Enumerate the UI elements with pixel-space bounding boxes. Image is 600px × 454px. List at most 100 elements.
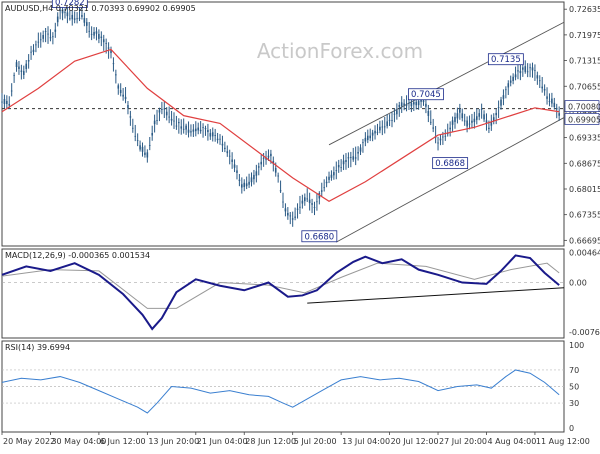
price-candle-body (233, 164, 236, 168)
price-candle-body (115, 74, 117, 76)
x-tick-9: 20 Jul 12:00 (391, 437, 439, 446)
price-candle-body (488, 127, 490, 130)
price-candle-body (49, 37, 52, 39)
price-candle-body (226, 151, 229, 154)
price-candle-body (236, 170, 238, 173)
price-candle-body (558, 113, 560, 116)
price-candle-body (502, 95, 505, 99)
macd-signal-line (1, 262, 560, 309)
price-candle-body (454, 116, 456, 122)
price-y-tick-9: 0.67355 (569, 211, 600, 220)
price-candle-body (119, 89, 122, 94)
price-candle-body (148, 145, 151, 146)
price-candle-body (522, 67, 524, 70)
price-candle-body (468, 123, 471, 125)
price-candle-body (207, 129, 209, 133)
price-annotation-4: 0.6868 (435, 159, 465, 169)
price-candle-body (100, 36, 103, 38)
price-candle-body (146, 152, 149, 158)
price-candle-body (350, 157, 352, 158)
rsi-y-tick-3: 50 (569, 383, 579, 392)
price-candle-body (284, 208, 287, 212)
price-candle-body (224, 147, 226, 149)
price-candle-body (61, 9, 64, 14)
price-candle-body (306, 198, 309, 200)
price-candle-body (398, 104, 401, 107)
price-annotation-3: 0.7045 (411, 90, 441, 100)
price-candle-body (95, 31, 98, 34)
price-candle-body (369, 135, 372, 139)
price-candle-body (429, 121, 432, 123)
price-candle-body (124, 96, 127, 100)
macd-y-tick-1: 0.004643 (569, 249, 600, 258)
x-tick-10: 27 Jul 20:00 (439, 437, 487, 446)
price-candle-body (175, 125, 178, 127)
x-tick-5: 21 Jun 04:00 (197, 437, 248, 446)
price-candle-body (110, 50, 112, 54)
price-candle-body (214, 135, 216, 136)
price-candle-body (492, 117, 495, 122)
price-candle-body (463, 120, 466, 122)
price-label-2: 0.69905 (568, 115, 600, 124)
price-candle-body (158, 110, 161, 113)
price-candle-body (168, 116, 170, 118)
price-candle-body (490, 121, 493, 126)
price-y-tick-5: 0.69995 (569, 108, 600, 117)
x-tick-8: 13 Jul 04:00 (342, 437, 390, 446)
price-y-tick-10: 0.66695 (569, 236, 600, 245)
price-candle-body (354, 157, 357, 159)
price-candle-body (260, 161, 262, 165)
price-candle-body (122, 94, 124, 97)
price-candle-body (170, 118, 173, 121)
price-candle-body (211, 132, 214, 137)
price-candle-body (25, 63, 28, 69)
price-candle-body (13, 75, 15, 76)
price-annotation-box-1 (51, 0, 88, 8)
price-candle-body (456, 113, 459, 119)
price-candle-body (333, 172, 335, 176)
price-candle-body (151, 132, 153, 136)
price-candle-body (538, 80, 541, 82)
price-candle-body (381, 126, 384, 128)
price-candle-body (509, 80, 512, 83)
price-candle-body (505, 89, 507, 91)
price-candle-body (42, 34, 44, 39)
price-candle-body (337, 164, 340, 168)
price-candle-body (391, 120, 393, 121)
price-candle-body (291, 218, 294, 220)
price-candle-body (340, 167, 342, 169)
price-candle-body (248, 181, 250, 185)
price-candle-body (180, 126, 183, 129)
price-candle-body (253, 174, 255, 180)
price-candle-body (519, 70, 522, 74)
price-candle-body (85, 22, 88, 26)
price-candle-body (497, 107, 500, 109)
price-candle-body (393, 113, 396, 115)
price-candle-body (553, 102, 556, 108)
price-candle-body (296, 208, 299, 210)
price-annotation-1: 0.7282 (55, 0, 85, 8)
channel-upper (328, 21, 565, 146)
price-candles (1, 3, 560, 227)
price-candle-body (425, 103, 427, 107)
price-candle-body (238, 179, 241, 181)
price-candle-body (371, 132, 374, 136)
price-candle-body (83, 18, 86, 23)
price-candle-body (376, 131, 379, 133)
price-candle-body (342, 160, 345, 165)
rsi-y-tick-2: 70 (569, 366, 579, 375)
price-candle-body (8, 103, 11, 106)
price-candle-body (132, 127, 134, 129)
price-candle-body (439, 138, 442, 141)
price-candle-body (163, 108, 166, 110)
price-annotation-box-5 (487, 53, 524, 66)
price-candle-body (449, 127, 451, 130)
price-candle-body (473, 118, 476, 123)
price-candle-body (32, 49, 35, 53)
price-candle-body (478, 113, 481, 117)
x-tick-4: 13 Jun 20:00 (148, 437, 199, 446)
price-candle-body (316, 201, 318, 203)
price-candle-body (1, 101, 3, 103)
price-candle-body (507, 83, 510, 88)
